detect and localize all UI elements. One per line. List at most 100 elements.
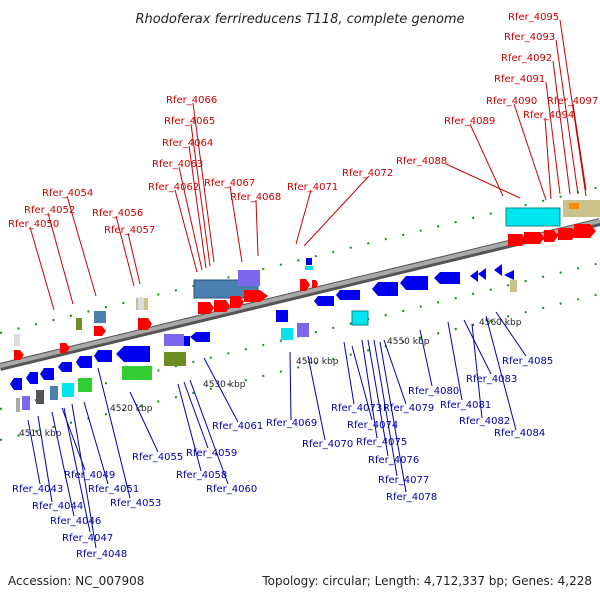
- gene-label: Rfer_4084: [494, 428, 545, 439]
- gene-label: Rfer_4056: [92, 208, 143, 219]
- scale-tick-label: 4510 kbp: [19, 429, 62, 439]
- gene-arrow: [372, 282, 398, 296]
- gene-arrow: [76, 356, 92, 368]
- gene-label: Rfer_4091: [494, 74, 545, 85]
- gene-label: Rfer_4069: [266, 418, 317, 429]
- map-title: Rhodoferax ferrireducens T118, complete …: [135, 12, 464, 27]
- gene-label: Rfer_4078: [386, 492, 437, 503]
- gene-arrow: [434, 272, 460, 284]
- gene-label: Rfer_4049: [64, 470, 115, 481]
- gene-block-slateblue: [297, 323, 309, 337]
- gene-arrow: [40, 368, 54, 380]
- accession-info: Accession: NC_007908: [8, 574, 144, 588]
- gene-label: Rfer_4083: [466, 374, 517, 385]
- gene-arrow: [558, 228, 576, 240]
- gene-label: Rfer_4047: [62, 533, 113, 544]
- gene-arrow: [244, 290, 268, 302]
- gene-label: Rfer_4046: [50, 516, 101, 527]
- gene-label: Rfer_4052: [24, 205, 75, 216]
- reverse-gene-labels: Rfer_4085 Rfer_4083 Rfer_4080 Rfer_4081 …: [12, 356, 553, 560]
- gene-block-green: [78, 378, 92, 392]
- gene-label: Rfer_4058: [176, 470, 227, 481]
- gene-block-cyan: [281, 328, 293, 340]
- gene-label: Rfer_4051: [88, 484, 139, 495]
- gene-arrow: [94, 326, 106, 336]
- gene-arrow: [312, 280, 318, 288]
- gene-label: Rfer_4074: [347, 420, 398, 431]
- scale-tick-label: 4540 kbp: [296, 357, 339, 367]
- gene-block-olive: [76, 318, 82, 330]
- gene-block-gray: [14, 334, 20, 346]
- gene-arrow: [60, 343, 70, 353]
- gene-arrow: [544, 230, 558, 242]
- gene-block-green: [122, 366, 152, 380]
- gene-label: Rfer_4080: [408, 386, 459, 397]
- gene-block-slateblue: [238, 270, 260, 286]
- gene-label: Rfer_4075: [356, 437, 407, 448]
- gene-label: Rfer_4061: [212, 421, 263, 432]
- gene-label: Rfer_4085: [502, 356, 553, 367]
- scale-tick-label: 4530 kbp: [203, 380, 246, 390]
- gene-arrow: [190, 332, 210, 342]
- gene-block-cyan: [351, 310, 369, 326]
- gene-label: Rfer_4082: [459, 416, 510, 427]
- gene-label: Rfer_4093: [504, 32, 555, 43]
- gene-label: Rfer_4067: [204, 178, 255, 189]
- gene-label: Rfer_4048: [76, 549, 127, 560]
- gene-arrow: [574, 224, 596, 238]
- gene-label: Rfer_4073: [331, 403, 382, 414]
- gene-arrow: [336, 290, 360, 300]
- forward-gene-labels: Rfer_4095 Rfer_4093 Rfer_4092 Rfer_4091 …: [8, 12, 598, 236]
- gene-label: Rfer_4094: [523, 110, 574, 121]
- gene-label: Rfer_4065: [164, 116, 215, 127]
- gene-block-orange: [569, 203, 579, 209]
- scale-tick-label: 4520 kbp: [110, 404, 153, 414]
- gene-label: Rfer_4068: [230, 192, 281, 203]
- scale-ticks: 4510 kbp 4520 kbp 4530 kbp 4540 kbp 4550…: [19, 318, 522, 439]
- gene-block-steelblue: [50, 386, 58, 400]
- gene-arrow: [400, 276, 428, 290]
- gene-label: Rfer_4043: [12, 484, 63, 495]
- gene-label: Rfer_4062: [148, 182, 199, 193]
- gene-block-steelblue: [94, 311, 106, 323]
- gene-arrow: [504, 270, 514, 280]
- gene-label: Rfer_4054: [42, 188, 93, 199]
- reverse-leader-lines: [27, 311, 527, 549]
- gene-block-slateblue: [164, 334, 184, 346]
- gene-label: Rfer_4059: [186, 448, 237, 459]
- gene-label: Rfer_4057: [104, 225, 155, 236]
- gene-label: Rfer_4090: [486, 96, 537, 107]
- gene-block-small: [305, 266, 313, 270]
- gene-block-slateblue: [22, 396, 30, 410]
- gene-arrow: [10, 378, 22, 390]
- gene-arrow: [94, 350, 112, 362]
- gene-arrow: [14, 350, 24, 360]
- gene-arrow: [470, 270, 478, 282]
- gene-arrow: [508, 234, 526, 246]
- genome-backbone: [0, 218, 600, 371]
- forward-leader-lines: [29, 19, 587, 311]
- gene-label: Rfer_4079: [383, 403, 434, 414]
- gene-label: Rfer_4089: [444, 116, 495, 127]
- gene-arrow: [314, 296, 334, 306]
- gene-arrow: [214, 300, 230, 312]
- gene-block-cyan: [62, 383, 74, 397]
- gene-block-olive: [164, 352, 186, 366]
- gene-label: Rfer_4064: [162, 138, 213, 149]
- gene-arrow: [138, 318, 152, 330]
- gene-label: Rfer_4076: [368, 455, 419, 466]
- gene-block-gray: [16, 398, 20, 412]
- gene-arrow: [116, 346, 150, 362]
- scale-tick-label: 4560 kbp: [479, 318, 522, 328]
- gene-arrow: [230, 296, 244, 308]
- gene-label: Rfer_4088: [396, 156, 447, 167]
- forward-genes: [14, 200, 600, 360]
- gene-arrow: [478, 268, 486, 280]
- gene-block-small: [306, 258, 312, 265]
- gene-label: Rfer_4072: [342, 168, 393, 179]
- gene-label: Rfer_4081: [440, 400, 491, 411]
- gene-block-tan: [563, 200, 600, 217]
- reverse-genes: [10, 264, 517, 412]
- gene-block-tan: [510, 280, 517, 292]
